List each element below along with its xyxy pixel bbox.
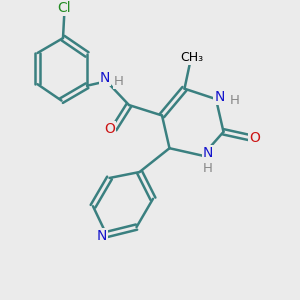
Text: H: H: [114, 75, 124, 88]
Text: N: N: [97, 229, 107, 243]
Text: H: H: [203, 162, 213, 175]
Text: CH₃: CH₃: [180, 51, 204, 64]
Text: O: O: [250, 131, 260, 145]
Text: N: N: [100, 71, 110, 85]
Text: O: O: [104, 122, 115, 136]
Text: N: N: [203, 146, 213, 160]
Text: N: N: [214, 90, 225, 104]
Text: Cl: Cl: [58, 1, 71, 15]
Text: H: H: [230, 94, 239, 107]
